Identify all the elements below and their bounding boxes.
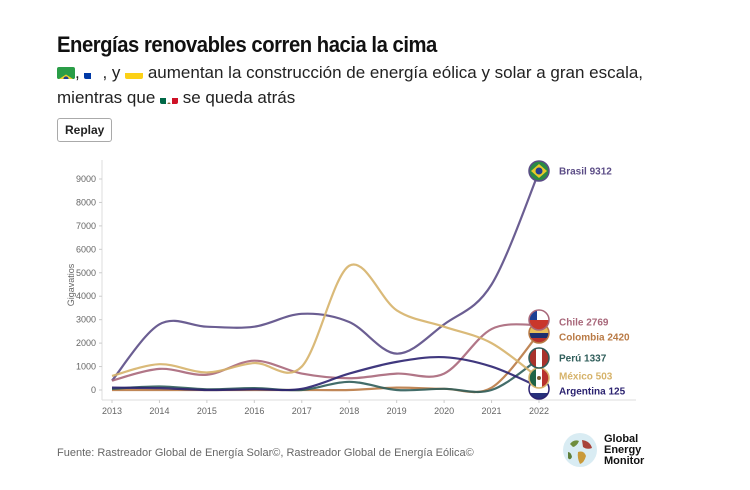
x-tick-label: 2014 bbox=[149, 406, 169, 416]
mexico-flag-icon bbox=[160, 92, 178, 104]
end-label-chile: Chile 2769 bbox=[559, 318, 609, 329]
subtitle-text: , bbox=[75, 63, 85, 82]
series-line-perú bbox=[111, 357, 540, 394]
x-tick-label: 2017 bbox=[292, 406, 312, 416]
series-line-brasil bbox=[111, 171, 541, 382]
y-tick-label: 4000 bbox=[76, 291, 96, 301]
source-note: Fuente: Rastreador Global de Energía Sol… bbox=[57, 447, 474, 459]
end-label-argentina: Argentina 125 bbox=[559, 387, 626, 398]
y-tick-label: 7000 bbox=[76, 221, 96, 231]
end-label-brasil: Brasil 9312 bbox=[559, 167, 612, 178]
flag-part bbox=[542, 348, 549, 368]
logo-text-line: Global bbox=[604, 432, 639, 445]
subtitle-text: se queda atrás bbox=[178, 88, 296, 107]
colombia-flag-icon bbox=[125, 67, 144, 79]
replay-button[interactable]: Replay bbox=[57, 118, 113, 142]
end-label-méxico: México 503 bbox=[559, 372, 613, 383]
y-tick-label: 0 bbox=[91, 385, 96, 395]
brazil-flag-icon bbox=[57, 67, 75, 79]
x-tick-label: 2016 bbox=[244, 406, 264, 416]
y-tick-label: 2000 bbox=[76, 338, 96, 348]
end-label-perú: Perú 1337 bbox=[559, 354, 607, 365]
x-tick-label: 2021 bbox=[482, 406, 502, 416]
series-line-chile bbox=[111, 323, 540, 382]
flag-part bbox=[542, 368, 549, 388]
end-label-colombia: Colombia 2420 bbox=[559, 333, 630, 344]
x-tick-label: 2018 bbox=[339, 406, 359, 416]
flag-part bbox=[529, 393, 549, 399]
flag-marker-chile-icon bbox=[528, 309, 550, 331]
flag-part bbox=[535, 167, 543, 175]
chart-title: Energías renovables corren hacia la cima bbox=[57, 32, 437, 57]
flag-part bbox=[529, 333, 549, 338]
chart-subtitle: , , y aumentan la construcción de energí… bbox=[57, 60, 697, 110]
chile-flag-icon bbox=[84, 67, 103, 79]
flag-marker-perú-icon bbox=[528, 347, 550, 369]
flag-part bbox=[529, 320, 549, 330]
flag-part bbox=[529, 368, 536, 388]
flag-marker-brasil-icon bbox=[528, 160, 550, 182]
x-tick-label: 2013 bbox=[102, 406, 122, 416]
x-tick-label: 2020 bbox=[434, 406, 454, 416]
flag-part bbox=[537, 376, 541, 380]
flag-part bbox=[529, 310, 549, 320]
global-energy-monitor-logo: Global Energy Monitor bbox=[562, 432, 644, 468]
flag-marker-méxico-icon bbox=[528, 367, 550, 389]
series-line-méxico bbox=[111, 263, 540, 380]
logo-text-line: Monitor bbox=[604, 454, 645, 467]
y-tick-label: 9000 bbox=[76, 174, 96, 184]
globe-icon bbox=[563, 433, 597, 467]
x-tick-label: 2015 bbox=[197, 406, 217, 416]
x-tick-label: 2019 bbox=[387, 406, 407, 416]
subtitle-text: , y bbox=[102, 63, 126, 82]
flag-ring bbox=[528, 309, 550, 331]
series-line-argentina bbox=[111, 355, 540, 392]
y-tick-label: 3000 bbox=[76, 315, 96, 325]
flag-part bbox=[529, 338, 549, 343]
flag-ring bbox=[528, 347, 550, 369]
subtitle-text: aumentan la construcción de energía eóli… bbox=[57, 63, 644, 107]
y-tick-label: 1000 bbox=[76, 362, 96, 372]
flag-image bbox=[529, 348, 549, 368]
logo-text-line: Energy bbox=[604, 443, 642, 456]
y-tick-label: 6000 bbox=[76, 244, 96, 254]
flag-ring bbox=[528, 160, 550, 182]
flag-part bbox=[529, 348, 536, 368]
flag-part bbox=[529, 310, 537, 320]
y-axis-label: Gigavatios bbox=[66, 263, 76, 306]
y-tick-label: 8000 bbox=[76, 197, 96, 207]
x-tick-label: 2022 bbox=[529, 406, 549, 416]
flag-image bbox=[529, 310, 549, 330]
y-tick-label: 5000 bbox=[76, 268, 96, 278]
flag-image bbox=[529, 368, 549, 388]
flag-image bbox=[529, 161, 549, 181]
